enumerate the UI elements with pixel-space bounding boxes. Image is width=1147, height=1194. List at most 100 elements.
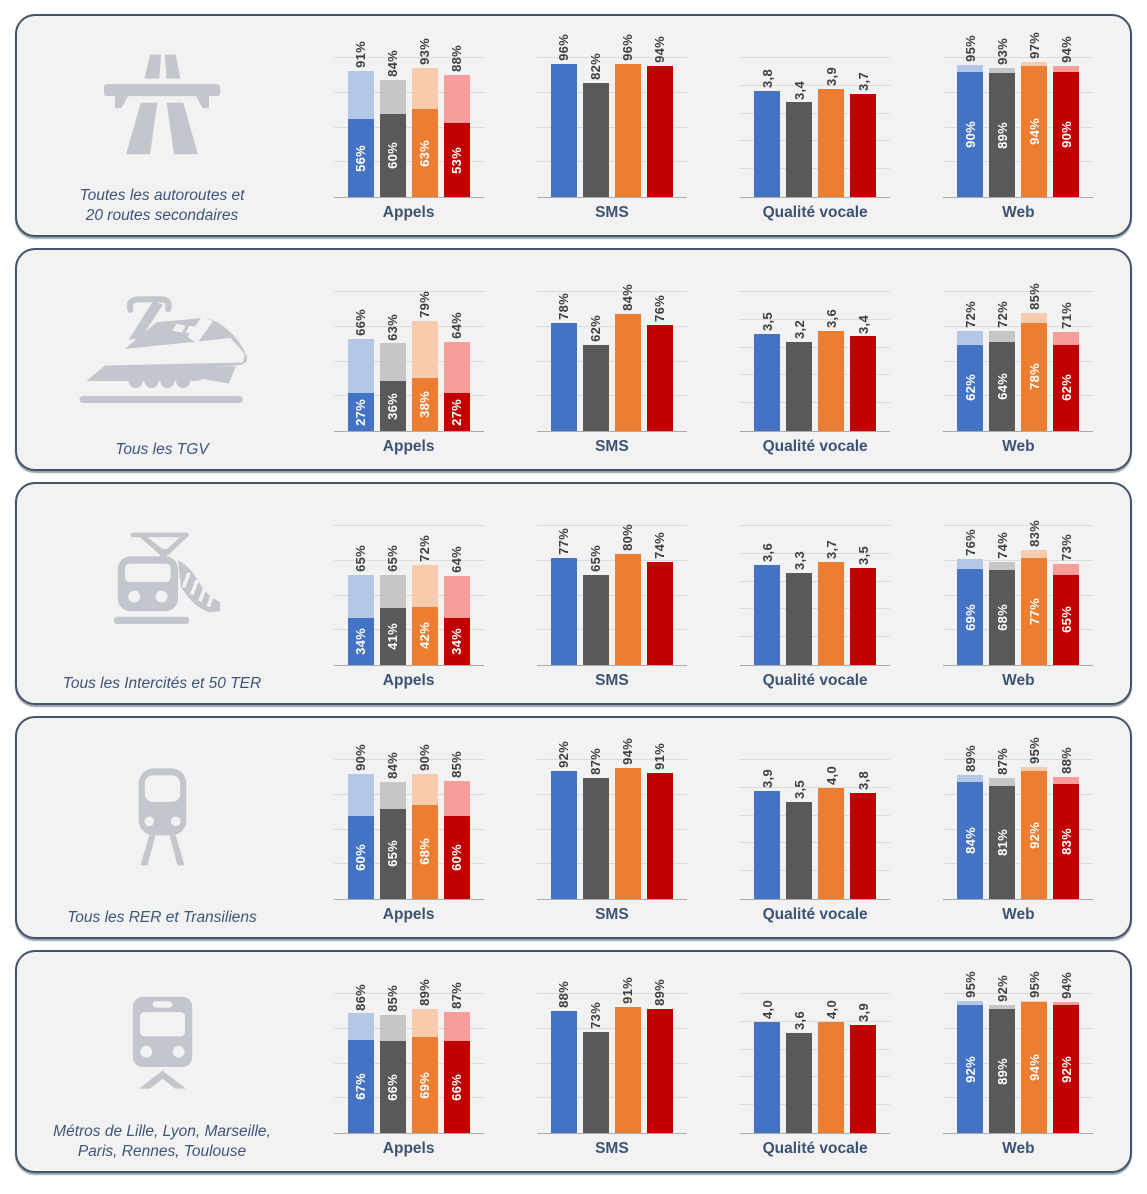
chart-title: SMS [595,1140,629,1157]
bar-value-label: 86% [353,983,369,1011]
bar-value-label: 3,4 [855,314,871,334]
bar-value-label: 96% [556,33,572,61]
panel-intercites-ter: Tous les Intercités et 50 TER 34% 65% 41% 65… [15,482,1132,705]
chart-title: Web [1002,906,1035,923]
panel-label: Toutes les autoroutes et 20 routes second… [80,186,245,226]
gridline [333,161,484,163]
chart-sms: 78% 62% 84% 76% SMS [524,250,700,469]
bar-inner-value-label: 36% [385,392,401,420]
bar-inner-value-label: 63% [417,139,433,167]
bar: 91% [614,977,641,1133]
bar: 77% 83% [1021,520,1048,665]
bar-value-label: 3,6 [791,1010,807,1030]
rer-icon [138,768,186,866]
bar: 84% 89% [957,745,984,899]
bar: 80% [614,524,641,665]
chart-title: SMS [595,672,629,689]
bar-value-label: 94% [1058,36,1074,64]
bar: 68% 74% [989,532,1016,665]
gridline [333,1062,484,1064]
bar-value-label: 72% [417,535,433,562]
gridline [536,559,687,561]
bar-value-label: 85% [1026,282,1042,310]
gridline [536,395,687,397]
gridline [740,1020,891,1022]
bar-inner-value-label: 62% [962,374,978,402]
bar: 69% 76% [957,529,984,665]
bar: 74% [646,532,673,665]
bar: 94% [646,36,673,197]
panel-metros: Métros de Lille, Lyon, Marseille, Paris, … [15,950,1132,1173]
bar-inner-segment: 84% [957,782,984,899]
chart-title: Qualité vocale [762,438,868,455]
bar-value-label: 84% [385,752,401,780]
bar-value-label: 65% [353,544,369,572]
gridline [943,1097,1094,1099]
bar: 3,9 [754,769,781,899]
motorway-icon [103,54,221,155]
chart-title: Web [1002,204,1035,221]
gridline [740,168,891,170]
gridline [333,594,484,596]
gridline [536,325,687,327]
gridline [943,325,1094,327]
bar-value-label: 3,8 [759,69,775,89]
bar-inner-segment: 63% [411,109,438,197]
bar-inner-value-label: 53% [449,146,465,174]
chart-qualite-vocale: 3,8 3,4 3,9 3,7 Qualité vocale [727,16,903,235]
bar-value-label: 65% [588,544,604,572]
bar-value-label: 91% [353,40,369,68]
bar-value-label: 74% [994,532,1010,560]
bar: 34% 65% [347,545,374,665]
gridline [536,828,687,830]
bar-inner-segment: 92% [1053,1005,1080,1133]
chart-plot: 77% 65% 80% 74% [536,524,687,666]
bar: 3,5 [786,780,813,899]
gridline [740,580,891,582]
bar-inner-value-label: 69% [417,1071,433,1099]
bar-inner-segment: 27% [347,393,374,431]
gridline [740,57,891,58]
bar-value-label: 97% [1026,32,1042,60]
bar-value-label: 4,0 [759,999,775,1019]
bar-inner-value-label: 27% [353,398,369,426]
bar: 66% 85% [379,985,406,1133]
bar-value-label: 93% [417,37,433,65]
bar: 87% [582,748,609,899]
bar-inner-segment: 66% [443,1041,470,1133]
chart-web: 90% 95% 89% 93% 94% 97% 90% 94% Web [930,16,1106,235]
bar-value-label: 92% [994,975,1010,1003]
intercites-train-icon [113,532,220,625]
bar-inner-segment: 77% [1021,557,1048,665]
bar-inner-value-label: 62% [1058,374,1074,402]
bar-value-label: 89% [417,979,433,1007]
chart-plot: 96% 82% 96% 94% [536,34,687,198]
chart-qualite-vocale: 4,0 3,6 4,0 3,9 Qualité vocale [727,952,903,1171]
panel-left-column: Métros de Lille, Lyon, Marseille, Paris, … [17,952,307,1171]
gridline [536,1097,687,1099]
transport-icon-wrap [21,256,303,440]
bar-value-label: 3,6 [759,542,775,562]
bar-inner-segment: 53% [443,123,470,197]
bar-inner-segment: 67% [347,1039,374,1133]
bar: 56% 91% [347,41,374,197]
bar: 3,6 [754,543,781,665]
bar-inner-value-label: 68% [417,838,433,866]
bar-value-label: 79% [417,291,433,319]
gridline [740,759,891,760]
gridline [943,793,1094,795]
gridline [740,552,891,554]
bar-inner-segment: 38% [411,378,438,431]
gridline [943,828,1094,830]
chart-plot: 56% 91% 60% 84% 63% 93% 53% 88% [333,38,484,198]
chart-title: Qualité vocale [762,204,868,221]
gridline [740,346,891,348]
bar-inner-segment: 60% [443,815,470,899]
bar: 68% 90% [411,744,438,899]
bar-inner-value-label: 83% [1058,827,1074,855]
bar-inner-segment: 94% [1021,1002,1048,1133]
bar-inner-value-label: 34% [353,627,369,655]
bar-inner-value-label: 34% [449,627,465,655]
bar-inner-value-label: 89% [994,121,1010,149]
bar-value-label: 91% [652,742,668,770]
